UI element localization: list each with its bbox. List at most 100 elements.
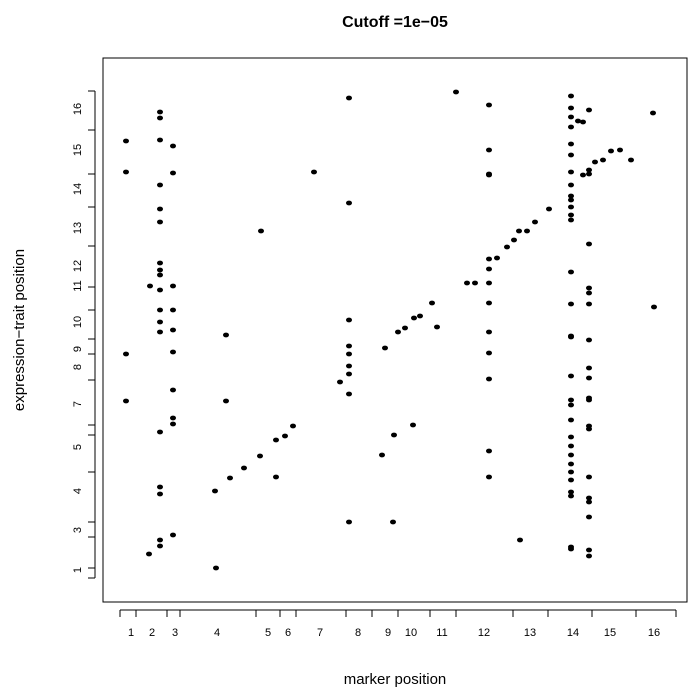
point xyxy=(346,391,352,397)
point xyxy=(157,109,163,115)
point xyxy=(617,147,623,153)
point xyxy=(568,212,574,218)
point xyxy=(568,402,574,408)
point xyxy=(434,324,440,330)
point xyxy=(651,304,657,310)
point xyxy=(586,241,592,247)
x-tick-label: 14 xyxy=(567,627,579,639)
point xyxy=(486,376,492,382)
point xyxy=(586,285,592,291)
x-tick-label: 3 xyxy=(172,627,178,639)
y-tick-label: 8 xyxy=(72,364,84,370)
point xyxy=(586,514,592,520)
point xyxy=(337,379,343,385)
point xyxy=(568,169,574,175)
point xyxy=(568,301,574,307)
point xyxy=(546,206,552,212)
point xyxy=(429,300,435,306)
point xyxy=(346,343,352,349)
point xyxy=(600,157,606,163)
point xyxy=(511,237,517,243)
point xyxy=(568,217,574,223)
point xyxy=(586,495,592,501)
point xyxy=(157,491,163,497)
point xyxy=(575,118,581,124)
point xyxy=(486,266,492,272)
y-tick-label: 16 xyxy=(72,103,84,115)
point xyxy=(157,537,163,543)
point xyxy=(517,537,523,543)
point xyxy=(486,256,492,262)
point xyxy=(390,519,396,525)
point xyxy=(346,371,352,377)
point xyxy=(170,421,176,427)
point xyxy=(257,453,263,459)
x-tick-label: 13 xyxy=(524,627,536,639)
point xyxy=(170,170,176,176)
point xyxy=(123,351,129,357)
point xyxy=(568,93,574,99)
point xyxy=(586,499,592,505)
point xyxy=(586,107,592,113)
y-tick-label: 9 xyxy=(72,346,84,352)
point xyxy=(586,426,592,432)
point xyxy=(411,315,417,321)
point xyxy=(568,114,574,120)
point xyxy=(486,300,492,306)
point xyxy=(592,159,598,165)
point xyxy=(157,287,163,293)
x-tick-label: 15 xyxy=(604,627,616,639)
point xyxy=(486,474,492,480)
point xyxy=(379,452,385,458)
point xyxy=(568,269,574,275)
point xyxy=(157,182,163,188)
y-tick-label: 15 xyxy=(72,144,84,156)
point xyxy=(157,219,163,225)
point xyxy=(586,301,592,307)
point xyxy=(568,204,574,210)
point xyxy=(273,437,279,443)
point xyxy=(402,325,408,331)
point xyxy=(157,272,163,278)
point xyxy=(395,329,401,335)
point xyxy=(524,228,530,234)
point xyxy=(157,319,163,325)
point xyxy=(568,417,574,423)
point xyxy=(568,461,574,467)
point xyxy=(568,152,574,158)
point xyxy=(157,137,163,143)
point xyxy=(157,267,163,273)
point xyxy=(586,337,592,343)
point xyxy=(628,157,634,163)
point xyxy=(123,169,129,175)
point xyxy=(391,432,397,438)
point xyxy=(157,543,163,549)
x-tick-label: 12 xyxy=(478,627,490,639)
x-tick-label: 7 xyxy=(317,627,323,639)
point xyxy=(586,547,592,553)
point xyxy=(586,375,592,381)
point xyxy=(486,147,492,153)
point xyxy=(346,317,352,323)
point xyxy=(170,143,176,149)
x-tick-label: 2 xyxy=(149,627,155,639)
point xyxy=(346,200,352,206)
x-tick-label: 10 xyxy=(405,627,417,639)
y-tick-label: 14 xyxy=(72,183,84,195)
point xyxy=(346,351,352,357)
y-axis-label: expression−trait position xyxy=(11,249,28,411)
point xyxy=(346,363,352,369)
point xyxy=(532,219,538,225)
point xyxy=(382,345,388,351)
plot-frame xyxy=(102,57,688,603)
x-tick-label: 11 xyxy=(436,627,447,639)
x-axis-label: marker position xyxy=(344,671,447,688)
point xyxy=(212,488,218,494)
point xyxy=(346,519,352,525)
point xyxy=(586,167,592,173)
point xyxy=(568,477,574,483)
point xyxy=(147,283,153,289)
point xyxy=(586,365,592,371)
y-tick-label: 7 xyxy=(72,401,84,407)
